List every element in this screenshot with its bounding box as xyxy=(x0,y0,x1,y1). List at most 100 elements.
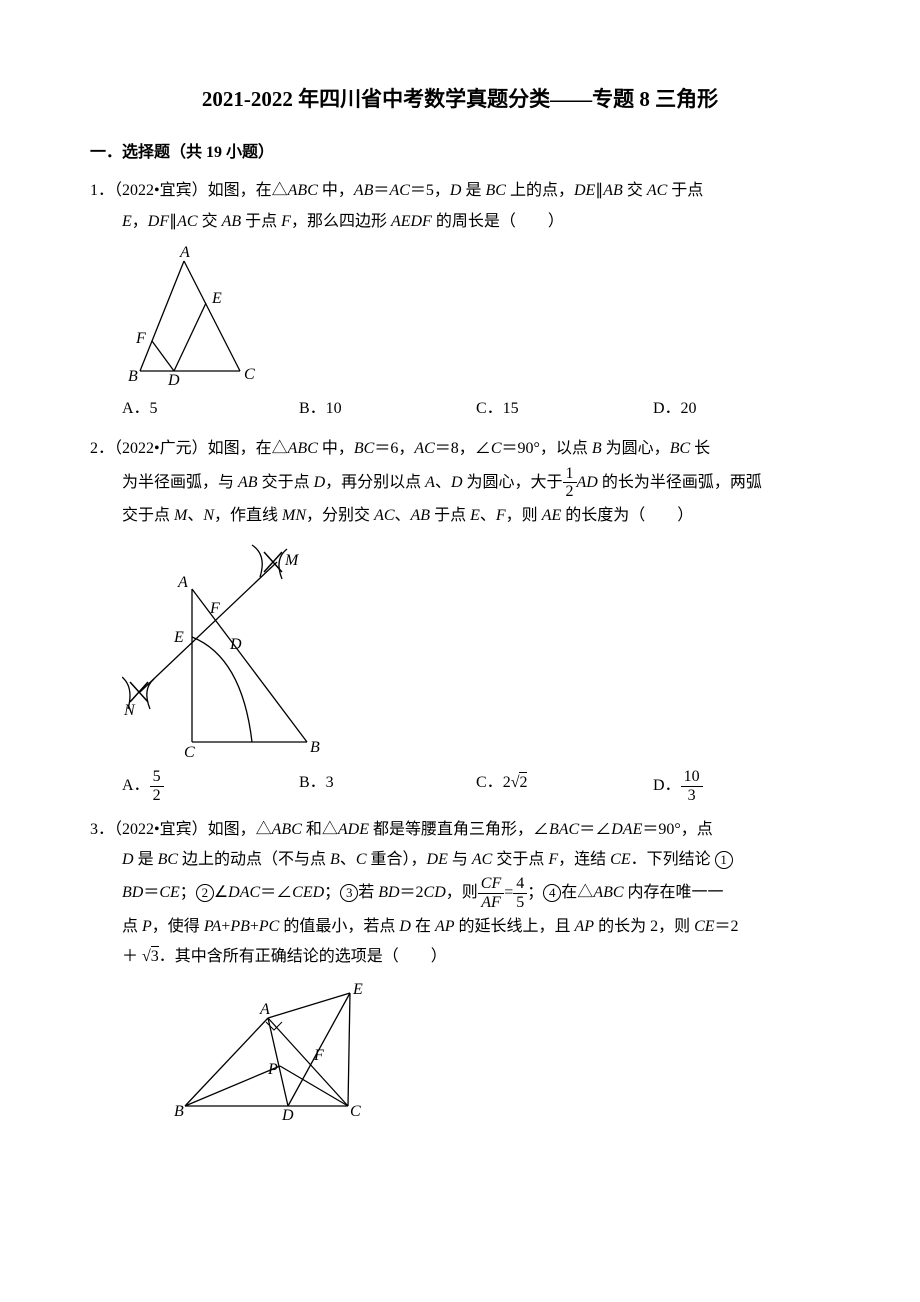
q3-s3-if: 若 xyxy=(358,884,378,901)
q3-c12: 的延长线上，且 xyxy=(455,918,575,935)
q3-circ4: 4 xyxy=(543,884,561,902)
q1-svg: A E F B D C xyxy=(122,243,272,388)
q3-label-a: A xyxy=(259,1001,270,1018)
section-heading: 一．选择题（共 19 小题） xyxy=(90,138,830,168)
q3-s2-eq: ＝∠ xyxy=(260,884,292,901)
q3-eq2: ＝90°，点 xyxy=(642,821,712,838)
q1-label-d: D xyxy=(167,372,180,388)
q3-label-e: E xyxy=(352,981,363,998)
q1-eq5: ＝5， xyxy=(410,182,450,199)
q2-source: （2022•广元） xyxy=(114,440,208,457)
q2-c12: 的长度为（ ） xyxy=(561,507,693,524)
q3-c5: 与 xyxy=(448,851,472,868)
q2-f: F xyxy=(496,507,506,524)
q2-ae: AE xyxy=(542,507,562,524)
q3-s3-frac1: CFAF xyxy=(478,875,504,911)
q3-s3-eq2: = xyxy=(504,884,513,901)
q2-optc-sqrt: √2 xyxy=(511,772,528,791)
q1-num: 1． xyxy=(90,182,114,199)
q2-opta-den: 2 xyxy=(150,787,164,805)
q3-s1-ce: CE xyxy=(159,884,179,901)
q3-t3: 都是等腰直角三角形，∠ xyxy=(369,821,549,838)
q1-t3: 是 xyxy=(461,182,485,199)
q3-s2-semi: ； xyxy=(324,884,340,901)
q1-aedf: AEDF xyxy=(391,213,432,230)
q3-svg: E A F P B D C xyxy=(170,978,380,1123)
q3-c13: 的长为 2，则 xyxy=(594,918,694,935)
q3-label-p: P xyxy=(267,1061,278,1078)
q2-line2: 为半径画弧，与 AB 交于点 D，再分别以点 A、D 为圆心，大于12AD 的长… xyxy=(90,465,830,501)
q3-source: （2022•宜宾） xyxy=(114,821,208,838)
q3-s3-cf: CF xyxy=(478,875,504,894)
q2-opt-a: A．52 xyxy=(122,768,299,804)
q2-optc-sqrtval: 2 xyxy=(519,772,527,791)
q3-s4-text: 内存在唯一一 xyxy=(624,884,724,901)
q3-s1-eq: ＝ xyxy=(143,884,159,901)
q3-s4-in: 在△ xyxy=(561,884,593,901)
q2-c4d: 、 xyxy=(480,507,496,524)
q1-df: DF xyxy=(148,213,169,230)
q3-cp: 点 xyxy=(122,918,142,935)
q3-pa: PA xyxy=(204,918,221,935)
q3-cplus: ＋ xyxy=(122,948,138,965)
q3-bac: BAC xyxy=(549,821,579,838)
q2-eq1: ＝6， xyxy=(374,440,414,457)
q3-ce2: CE xyxy=(694,918,714,935)
q3-c9: ，使得 xyxy=(152,918,204,935)
q2-opta-frac: 52 xyxy=(150,768,164,804)
q3-s3-then: ，则 xyxy=(446,884,478,901)
q3-s4-abc: ABC xyxy=(593,884,623,901)
q2-t2: 中， xyxy=(318,440,354,457)
q1-opt-c: C．15 xyxy=(476,394,653,424)
q3-figure: E A F P B D C xyxy=(170,978,830,1123)
question-1: 1．（2022•宜宾）如图，在△ABC 中，AB＝AC＝5，D 是 BC 上的点… xyxy=(90,176,830,424)
q3-t2: 和△ xyxy=(302,821,338,838)
q3-b: B xyxy=(330,851,340,868)
q1-label-c: C xyxy=(244,366,255,383)
q2-label-a: A xyxy=(177,574,188,591)
q2-optc-val: 2 xyxy=(503,774,511,791)
q3-de: DE xyxy=(427,851,448,868)
q3-line5: ＋ √3．其中含所有正确结论的选项是（ ） xyxy=(90,942,830,972)
q1-line2: E，DF∥AC 交 AB 于点 F，那么四边形 AEDF 的周长是（ ） xyxy=(90,207,830,237)
q1-ab2: AB xyxy=(603,182,623,199)
q3-f: F xyxy=(548,851,558,868)
q3-label-f: F xyxy=(313,1047,324,1064)
q3-plus2: + xyxy=(250,918,259,935)
q3-plus1: + xyxy=(221,918,230,935)
q1-opt-a: A．5 xyxy=(122,394,299,424)
q2-e: E xyxy=(470,507,480,524)
q2-m: M xyxy=(174,507,187,524)
q1-t6: 于点 xyxy=(667,182,703,199)
q2-label-b: B xyxy=(310,739,320,756)
q2-label-n: N xyxy=(123,702,136,719)
q3-abc: ABC xyxy=(272,821,302,838)
q1-opt-d: D．20 xyxy=(653,394,830,424)
q3-circ1: 1 xyxy=(715,851,733,869)
q2-bc2: BC xyxy=(670,440,690,457)
q1-t10: 的周长是（ ） xyxy=(432,213,564,230)
q3-c8: ．下列结论 xyxy=(631,851,715,868)
q2-c: C xyxy=(491,440,502,457)
q2-d2: D xyxy=(451,474,463,491)
q2-t3: 为圆心， xyxy=(602,440,670,457)
q3-line3: BD＝CE；2∠DAC＝∠CED；3若 BD＝2CD，则CFAF=45；4在△A… xyxy=(90,875,830,911)
q2-c4: 、 xyxy=(435,474,451,491)
q1-ac2: AC xyxy=(647,182,667,199)
q3-c14: ＝2 xyxy=(715,918,739,935)
q1-ac: AC xyxy=(389,182,409,199)
q2-ab2: AB xyxy=(411,507,431,524)
q3-s3-frac2: 45 xyxy=(513,875,527,911)
q3-s1-semi: ； xyxy=(180,884,196,901)
q3-s2-ang: ∠ xyxy=(214,884,228,901)
q2-num: 2． xyxy=(90,440,114,457)
question-2: 2．（2022•广元）如图，在△ABC 中，BC＝6，AC＝8，∠C＝90°，以… xyxy=(90,434,830,804)
q2-c4c: 、 xyxy=(395,507,411,524)
q3-num: 3． xyxy=(90,821,114,838)
q1-par2: ∥ xyxy=(169,213,177,230)
q2-b: B xyxy=(592,440,602,457)
q2-line1: 2．（2022•广元）如图，在△ABC 中，BC＝6，AC＝8，∠C＝90°，以… xyxy=(90,434,830,464)
q2-figure: M A F E D N C B xyxy=(122,537,830,762)
q2-label-f: F xyxy=(209,600,220,617)
q1-t9: ，那么四边形 xyxy=(291,213,391,230)
